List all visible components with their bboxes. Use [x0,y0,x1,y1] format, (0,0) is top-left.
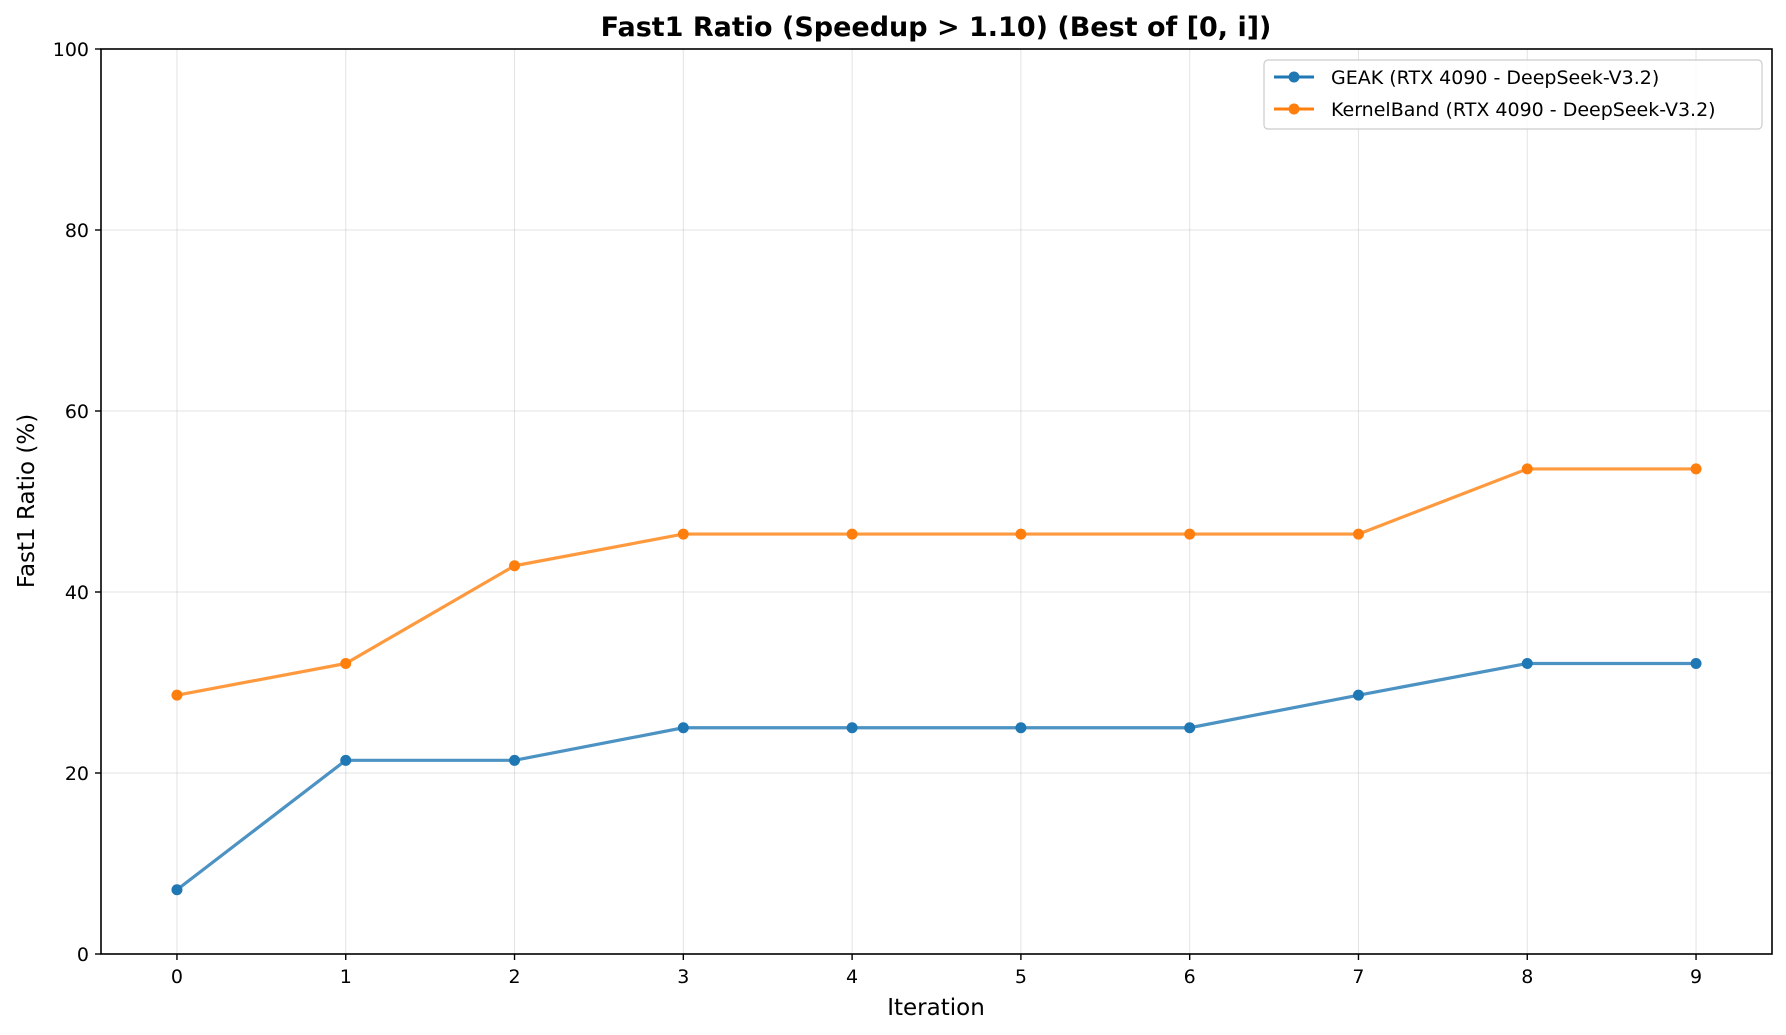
x-tick-label: 0 [171,966,183,988]
plot-frame [100,48,1773,955]
data-point [1015,722,1027,734]
data-point [171,884,183,896]
data-point [1352,528,1364,540]
data-point [171,689,183,701]
y-tick-label: 80 [65,220,89,242]
data-point [846,722,858,734]
x-tick-label: 9 [1690,966,1702,988]
series-0 [171,657,1702,896]
x-tick-label: 3 [677,966,689,988]
series-line [175,661,1697,892]
y-tick-label: 20 [65,763,89,785]
data-point [509,754,521,766]
y-tick-label: 0 [77,944,89,966]
data-point [1521,463,1533,475]
legend-label-geak: GEAK (RTX 4090 - DeepSeek-V3.2) [1331,67,1659,89]
x-tick-label: 5 [1015,966,1027,988]
x-tick-label: 8 [1521,966,1533,988]
x-tick-label: 4 [846,966,858,988]
legend: GEAK (RTX 4090 - DeepSeek-V3.2) KernelBa… [1263,59,1763,130]
data-point [1184,722,1196,734]
data-point [1521,657,1533,669]
y-tick-label: 40 [65,582,89,604]
data-point [1015,528,1027,540]
series-line [176,467,1697,697]
data-point [1690,657,1702,669]
series-layer [171,463,1702,896]
data-point [846,528,858,540]
y-tick-label: 100 [53,39,89,61]
legend-marker-kernelband [1288,103,1300,115]
legend-label-kernelband: KernelBand (RTX 4090 - DeepSeek-V3.2) [1331,99,1716,121]
y-tick-label: 60 [65,401,89,423]
data-point [340,754,352,766]
chart-title: Fast1 Ratio (Speedup > 1.10) (Best of [0… [601,12,1272,43]
legend-box [1263,59,1763,130]
data-point [340,657,352,669]
axis-ticks: 0 1 2 3 4 5 6 7 8 9 0 20 40 60 80 100 [53,39,1702,988]
data-point [1352,689,1364,701]
x-axis-label: Iteration [887,995,985,1021]
data-point [677,722,689,734]
data-point [677,528,689,540]
x-tick-label: 7 [1352,966,1364,988]
x-tick-label: 1 [340,966,352,988]
data-point [1690,463,1702,475]
y-axis-label: Fast1 Ratio (%) [14,414,40,588]
legend-marker-geak [1288,71,1300,83]
data-point [1184,528,1196,540]
series-1 [171,463,1702,701]
x-tick-label: 6 [1184,966,1196,988]
x-tick-label: 2 [508,966,520,988]
data-point [509,560,521,572]
